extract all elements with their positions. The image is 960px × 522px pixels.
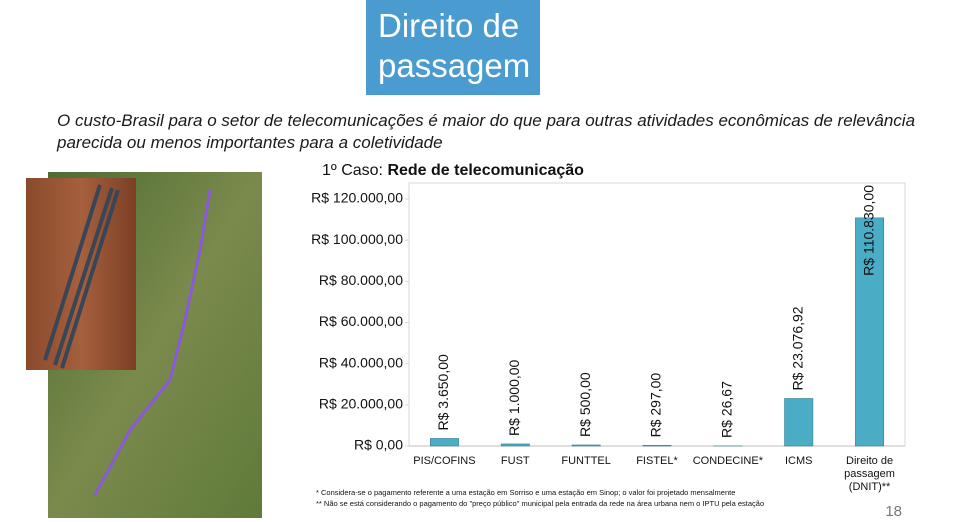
bar — [500, 443, 530, 447]
x-tick-label: Direito de passagem (DNIT)** — [844, 455, 895, 493]
value-label: R$ 3.650,00 — [435, 354, 451, 430]
photo-image — [26, 178, 136, 370]
bar — [571, 444, 601, 447]
x-tick-label: CONDECINE* — [692, 455, 763, 467]
subtitle: O custo-Brasil para o setor de telecomun… — [57, 111, 916, 152]
y-tick-label: R$ 80.000,00 — [319, 272, 403, 288]
chart-area — [305, 183, 905, 500]
bar — [784, 398, 814, 447]
y-tick-label: R$ 0,00 — [354, 437, 403, 453]
bar — [642, 445, 672, 447]
footnote: ** Não se está considerando o pagamento … — [316, 499, 765, 508]
value-label: R$ 110.830,00 — [860, 185, 876, 276]
chart-title: 1º Caso: Rede de telecomunicação — [322, 162, 584, 180]
footnote: * Considera-se o pagamento referente a u… — [316, 488, 736, 497]
x-tick-label: PIS/COFINS — [413, 455, 476, 467]
bar — [429, 438, 459, 447]
value-label: R$ 26,67 — [719, 381, 735, 438]
y-tick-label: R$ 40.000,00 — [319, 354, 403, 370]
x-tick-label: FISTEL* — [636, 455, 678, 467]
value-label: R$ 23.076,92 — [789, 306, 805, 390]
y-tick-label: R$ 120.000,00 — [311, 190, 403, 206]
photo-cables — [43, 184, 120, 369]
bar — [855, 217, 885, 447]
y-tick-label: R$ 20.000,00 — [319, 396, 403, 412]
route-line — [93, 189, 212, 496]
x-tick-label: ICMS — [784, 455, 813, 467]
chart-title-text: Rede de telecomunicação — [387, 162, 584, 179]
case-label: 1º Caso: — [322, 162, 383, 179]
x-tick-label: FUST — [500, 455, 530, 467]
page-number: 18 — [885, 503, 902, 520]
y-tick-label: R$ 60.000,00 — [319, 313, 403, 329]
slide-title: Direito de passagem — [366, 0, 540, 95]
y-tick-label: R$ 100.000,00 — [311, 231, 403, 247]
value-label: R$ 1.000,00 — [506, 359, 522, 435]
value-label: R$ 297,00 — [648, 373, 664, 438]
x-tick-label: FUNTTEL — [561, 455, 611, 467]
value-label: R$ 500,00 — [577, 372, 593, 437]
